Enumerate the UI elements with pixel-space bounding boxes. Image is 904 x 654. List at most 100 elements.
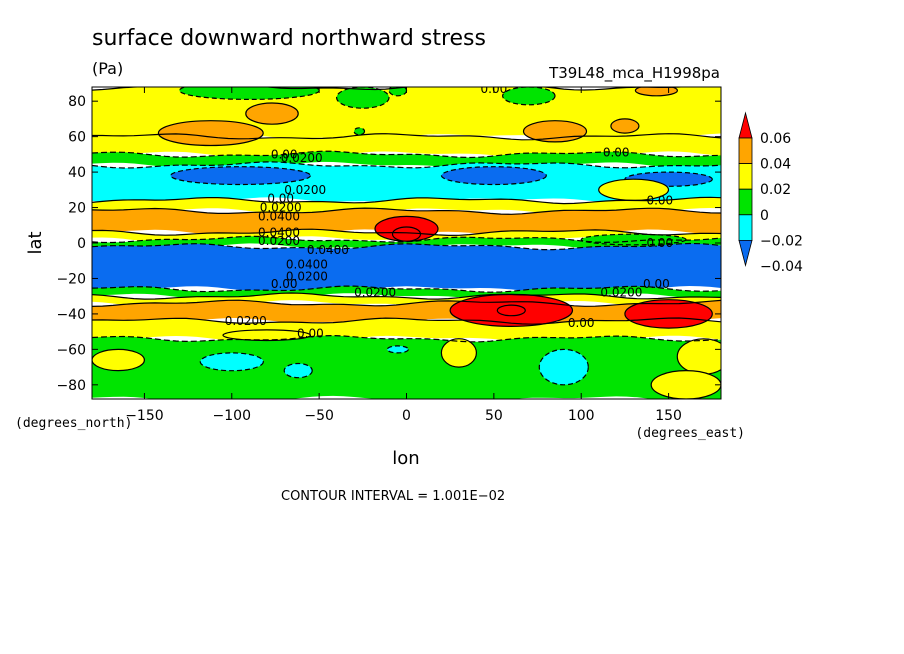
contour-feature <box>222 329 312 342</box>
contour-feature <box>676 338 721 375</box>
zonal-band <box>92 243 721 293</box>
contour-feature <box>650 370 721 399</box>
contour-label: 0.0200 <box>284 183 326 197</box>
contour-line <box>92 87 689 91</box>
colorbar-segment <box>738 163 753 190</box>
chart-units: (Pa) <box>92 59 123 78</box>
x-tick-label: −100 <box>213 408 251 424</box>
x-axis-label: lon <box>392 448 419 469</box>
chart-title: surface downward northward stress <box>92 26 486 51</box>
y-tick-label: 20 <box>68 201 86 217</box>
contour-label: 0.00 <box>271 147 298 161</box>
colorbar-segment <box>738 137 753 165</box>
contour-label: 0.0200 <box>258 234 300 248</box>
contour-feature <box>157 120 264 147</box>
colorbar-label: −0.02 <box>760 233 803 249</box>
contour-feature <box>440 166 547 186</box>
contour-line <box>92 299 721 307</box>
contour-feature <box>170 166 312 186</box>
y-tick-label: 40 <box>68 165 86 181</box>
contour-label: 0.0400 <box>307 243 349 257</box>
zonal-band <box>92 335 721 399</box>
colorbar-arrow-top <box>738 111 753 139</box>
contour-line <box>92 133 721 141</box>
colorbar-label: 0 <box>760 208 769 224</box>
contour-label: 0.0400 <box>258 209 300 223</box>
colorbar-arrow-bottom <box>738 239 753 267</box>
contour-feature <box>502 87 556 106</box>
contour-line <box>92 150 721 159</box>
contour-feature <box>178 87 320 100</box>
contour-line <box>92 161 721 169</box>
contour-interval-label: CONTOUR INTERVAL = 1.001E−02 <box>281 489 505 504</box>
colorbar-label: −0.04 <box>760 259 803 275</box>
colorbar: 0.06 0.04 0.02 0 −0.02 −0.04 <box>738 111 803 275</box>
contour-label: 0.00 <box>297 326 324 340</box>
colorbar-label: 0.04 <box>760 157 791 173</box>
contour-label: 0.00 <box>568 316 595 330</box>
contour-line <box>92 285 721 293</box>
contour-feature <box>245 102 299 125</box>
y-unit-label: (degrees_north) <box>15 416 132 431</box>
contour-label: 0.0200 <box>281 151 323 165</box>
x-tick-label: −50 <box>304 408 334 424</box>
contour-label: 0.0200 <box>286 270 328 284</box>
contour-feature <box>283 362 313 379</box>
y-tick-label: 80 <box>68 94 86 110</box>
contour-label: 0.0400 <box>258 225 300 239</box>
y-tick-label: −40 <box>56 307 86 323</box>
contour-label: 0.0400 <box>286 257 328 271</box>
contour-line-layer <box>92 87 721 343</box>
colorbar-label: 0.02 <box>760 182 791 198</box>
contour-label: 0.00 <box>603 146 630 160</box>
y-tick-label: −80 <box>56 378 86 394</box>
contour-feature <box>391 226 422 242</box>
contour-line <box>92 207 721 215</box>
contour-label: 0.00 <box>646 194 673 208</box>
contour-feature <box>336 87 390 109</box>
contour-line <box>92 317 721 325</box>
contour-feature <box>522 120 588 143</box>
contour-line <box>92 334 721 343</box>
x-tick-label: 0 <box>402 408 411 424</box>
contour-feature <box>92 348 145 372</box>
x-axis: −150 −100 −50 0 50 100 150 <box>125 87 682 424</box>
x-tick-label: −150 <box>125 408 163 424</box>
contour-label: 0.00 <box>267 192 294 206</box>
y-axis-label: lat <box>25 231 46 254</box>
y-tick-label: 60 <box>68 130 86 146</box>
contour-label: 0.0200 <box>225 314 267 328</box>
x-tick-label: 150 <box>655 408 682 424</box>
y-axis: 80 60 40 20 0 −20 −40 −60 −80 <box>56 94 721 394</box>
y-tick-label: −60 <box>56 342 86 358</box>
colorbar-segment <box>738 214 753 241</box>
contour-feature <box>353 127 366 136</box>
contour-feature <box>386 345 409 354</box>
contour-feature <box>440 338 477 368</box>
x-unit-label: (degrees_east) <box>635 426 745 441</box>
contour-feature <box>624 299 713 329</box>
contour-feature <box>496 304 526 317</box>
contour-line <box>92 196 721 205</box>
feature-layer <box>92 87 721 399</box>
contour-line <box>92 242 721 251</box>
contour-feature <box>610 118 640 134</box>
contour-label: 0.0200 <box>600 286 642 300</box>
contour-label: 0.0200 <box>354 286 396 300</box>
contour-feature <box>538 348 589 386</box>
contour-label: 0.00 <box>646 236 673 250</box>
colorbar-label: 0.06 <box>760 131 791 147</box>
contour-label: 0.00 <box>643 277 670 291</box>
contour-label: 0.0200 <box>260 201 302 215</box>
contour-line <box>92 235 721 244</box>
x-tick-label: 50 <box>485 408 503 424</box>
zonal-band <box>92 236 721 250</box>
x-tick-label: 100 <box>568 408 595 424</box>
contour-feature <box>634 87 678 97</box>
contour-label: 0.00 <box>271 277 298 291</box>
y-tick-label: −20 <box>56 271 86 287</box>
contour-line <box>92 228 721 237</box>
